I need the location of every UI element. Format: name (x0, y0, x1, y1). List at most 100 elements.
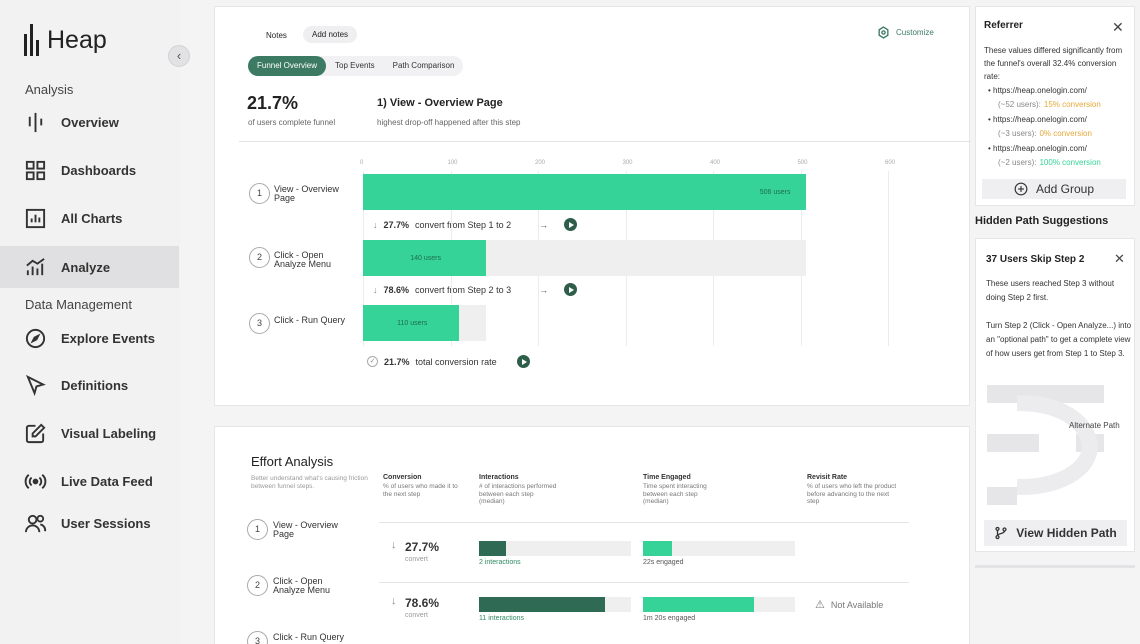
sidebar-item-definitions[interactable]: Definitions (0, 364, 179, 406)
play-icon[interactable] (516, 355, 530, 368)
revisit-value: ⚠ Not Available (815, 598, 883, 611)
time-bar[interactable] (643, 597, 754, 612)
sidebar-item-analyze[interactable]: Analyze (0, 246, 179, 288)
divider (239, 141, 971, 142)
referrer-url[interactable]: • https://heap.onelogin.com/ (988, 142, 1134, 156)
tab-top-events[interactable]: Top Events (335, 61, 375, 70)
tab-funnel-overview[interactable]: Funnel Overview (248, 56, 327, 76)
play-icon[interactable] (564, 283, 578, 296)
conversion-value: 27.7% (405, 540, 440, 554)
dropoff-caption: highest drop-off happened after this ste… (377, 118, 521, 127)
total-text: total conversion rate (415, 356, 497, 367)
funnel-summary-caption: of users complete funnel (248, 118, 336, 127)
interactions-bar[interactable] (479, 541, 507, 556)
sidebar-item-label: Live Data Feed (61, 473, 153, 489)
time-text: 1m 20s engaged (643, 615, 696, 622)
interactions-text: 11 interactions (479, 615, 525, 622)
time-text: 22s engaged (643, 559, 684, 566)
conversion-caption: convert (405, 556, 428, 563)
sidebar-item-all-charts[interactable]: All Charts (0, 197, 179, 239)
effort-title: Effort Analysis (251, 454, 334, 469)
heap-logo[interactable]: Heap (24, 24, 107, 56)
edit-icon (25, 423, 46, 443)
conversion-text: convert from Step 2 to 3 (415, 284, 512, 295)
conversion-row: ↓ 27.7% convert from Step 1 to 2 → (373, 218, 578, 231)
sidebar-item-label: Analyze (61, 259, 111, 275)
view-tabs: Funnel Overview Top Events Path Comparis… (248, 56, 464, 76)
hidden-path-text: These users reached Step 3 without doing… (986, 279, 1115, 302)
check-icon: ✓ (367, 356, 378, 367)
sidebar-item-label: Dashboards (61, 162, 137, 178)
hidden-path-text: Turn Step 2 (Click - Open Analyze...) in… (986, 321, 1132, 358)
play-icon[interactable] (564, 218, 578, 231)
column-title: Conversion (383, 474, 422, 481)
referrer-url[interactable]: • https://heap.onelogin.com/ (988, 84, 1134, 98)
tab-path-comparison[interactable]: Path Comparison (392, 61, 455, 70)
customize-label: Customize (896, 28, 934, 37)
referrer-conversion: 0% conversion (1039, 129, 1092, 138)
add-notes-button[interactable]: Add notes (303, 26, 358, 43)
arrow-right-icon[interactable]: → (539, 219, 549, 230)
referrer-conversion: 15% conversion (1043, 100, 1101, 109)
funnel-summary-value: 21.7% (247, 93, 299, 113)
funnel-bar-step-1[interactable] (363, 174, 806, 210)
referrer-url[interactable]: • https://heap.onelogin.com/ (988, 113, 1134, 127)
sidebar-item-label: Explore Events (61, 330, 155, 346)
sidebar-item-live-data-feed[interactable]: Live Data Feed (0, 460, 179, 502)
customize-button[interactable]: Customize (877, 26, 934, 39)
hidden-path-heading: Hidden Path Suggestions (975, 215, 1109, 227)
effort-card: Effort Analysis Better understand what's… (214, 426, 970, 644)
heap-logo-icon (24, 24, 39, 56)
interactions-track (479, 541, 631, 556)
gear-icon (878, 26, 889, 39)
collapse-sidebar-button[interactable]: ‹ (168, 45, 190, 67)
funnel-card: Notes Add notes Customize Funnel Overvie… (214, 6, 971, 406)
referrer-stats: (~52 users): 15% conversion (988, 98, 1134, 112)
step-number: 3 (249, 313, 270, 334)
referrer-card: Referrer ✕ These values differed signifi… (975, 6, 1135, 206)
users-icon (24, 514, 47, 532)
referrer-stats: (~2 users): 100% conversion (988, 156, 1134, 170)
sidebar-item-label: User Sessions (61, 515, 151, 531)
step-number: 2 (249, 247, 270, 268)
axis-tick: 600 (885, 160, 896, 166)
referrer-list: • https://heap.onelogin.com/(~52 users):… (988, 84, 1134, 171)
step-label: Click - Run Query (274, 315, 346, 325)
add-group-button[interactable]: Add Group (982, 179, 1126, 199)
sidebar-item-visual-labeling[interactable]: Visual Labeling (0, 412, 179, 454)
sidebar-item-label: All Charts (61, 210, 123, 226)
conversion-text: convert from Step 1 to 2 (415, 219, 512, 230)
axis-tick: 400 (710, 160, 721, 166)
referrer-users: (~52 users): (998, 100, 1041, 109)
sidebar-item-label: Definitions (61, 377, 129, 393)
sidebar-item-dashboards[interactable]: Dashboards (0, 149, 179, 191)
step-number: 3 (247, 631, 268, 644)
heap-bars-icon (28, 112, 43, 132)
column-title: Interactions (479, 474, 519, 481)
view-hidden-path-label: View Hidden Path (1016, 526, 1117, 540)
funnel-bar-label: 506 users (759, 189, 791, 196)
effort-subtitle: Better understand what's causing frictio… (251, 475, 368, 490)
step-label: Click - Run Query (273, 632, 345, 642)
sidebar-item-explore-events[interactable]: Explore Events (0, 317, 179, 359)
referrer-url-text: https://heap.onelogin.com/ (993, 86, 1087, 95)
arrow-down-icon: ↓ (373, 219, 378, 230)
column-description: % of users who made it to the next step (383, 483, 458, 498)
chart-icon (25, 208, 46, 228)
conversion-caption: convert (405, 612, 428, 619)
funnel-bar-step-2[interactable] (363, 240, 486, 276)
close-icon[interactable]: ✕ (1112, 19, 1124, 35)
sidebar-item-overview[interactable]: Overview (0, 101, 179, 143)
notes-tab[interactable]: Notes (266, 31, 287, 40)
sidebar-item-user-sessions[interactable]: User Sessions (0, 502, 179, 544)
view-hidden-path-button[interactable]: View Hidden Path (984, 520, 1127, 546)
referrer-stats: (~3 users): 0% conversion (988, 127, 1134, 141)
funnel-bar-step-3[interactable] (363, 305, 460, 341)
time-bar[interactable] (643, 541, 672, 556)
interactions-bar[interactable] (479, 597, 606, 612)
close-icon[interactable]: ✕ (1114, 251, 1125, 266)
conversion-value: 78.6% (405, 596, 440, 610)
bullet-icon: • (988, 115, 994, 124)
step-label: Click - Open Analyze Menu (274, 250, 332, 269)
arrow-right-icon[interactable]: → (539, 284, 549, 295)
